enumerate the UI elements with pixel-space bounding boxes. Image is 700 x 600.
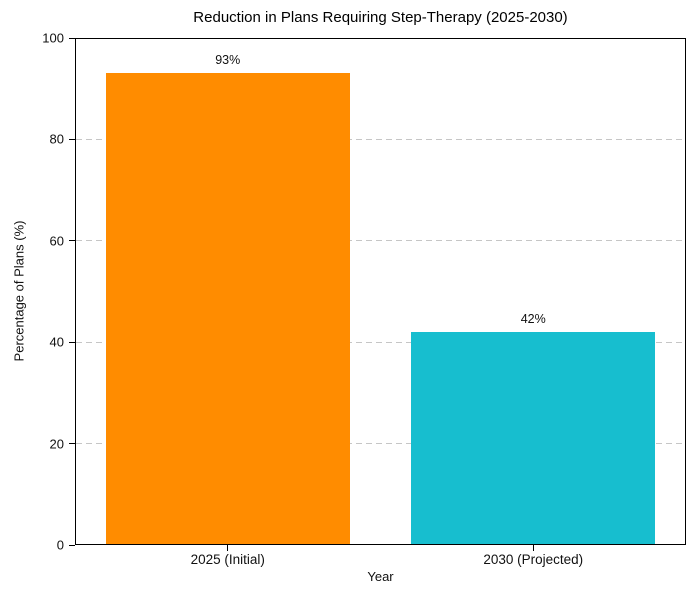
y-gridline — [76, 138, 685, 140]
y-tick-mark — [69, 240, 75, 242]
x-axis-label: Year — [367, 569, 394, 584]
y-tick-label: 0 — [56, 537, 64, 553]
y-tick-label: 40 — [49, 334, 64, 350]
bar-value-label: 93% — [215, 53, 241, 68]
y-tick-mark — [69, 37, 75, 39]
x-tick-mark — [532, 545, 534, 551]
bar — [105, 73, 350, 545]
y-tick-label: 20 — [49, 436, 64, 452]
y-tick-label: 60 — [49, 233, 64, 249]
y-tick-mark — [69, 138, 75, 140]
y-tick-label: 80 — [49, 131, 64, 147]
x-tick-label: 2030 (Projected) — [483, 552, 584, 567]
y-tick-mark — [69, 443, 75, 445]
x-tick-mark — [227, 545, 229, 551]
y-gridline — [76, 443, 685, 445]
y-tick-mark — [69, 341, 75, 343]
bar-value-label: 42% — [520, 312, 546, 327]
y-gridline — [76, 341, 685, 343]
y-gridline — [76, 240, 685, 242]
x-tick-label: 2025 (Initial) — [190, 552, 265, 567]
bar — [411, 332, 656, 545]
y-tick-label: 100 — [42, 30, 64, 46]
chart-title: Reduction in Plans Requiring Step-Therap… — [193, 9, 568, 26]
y-tick-mark — [69, 544, 75, 546]
